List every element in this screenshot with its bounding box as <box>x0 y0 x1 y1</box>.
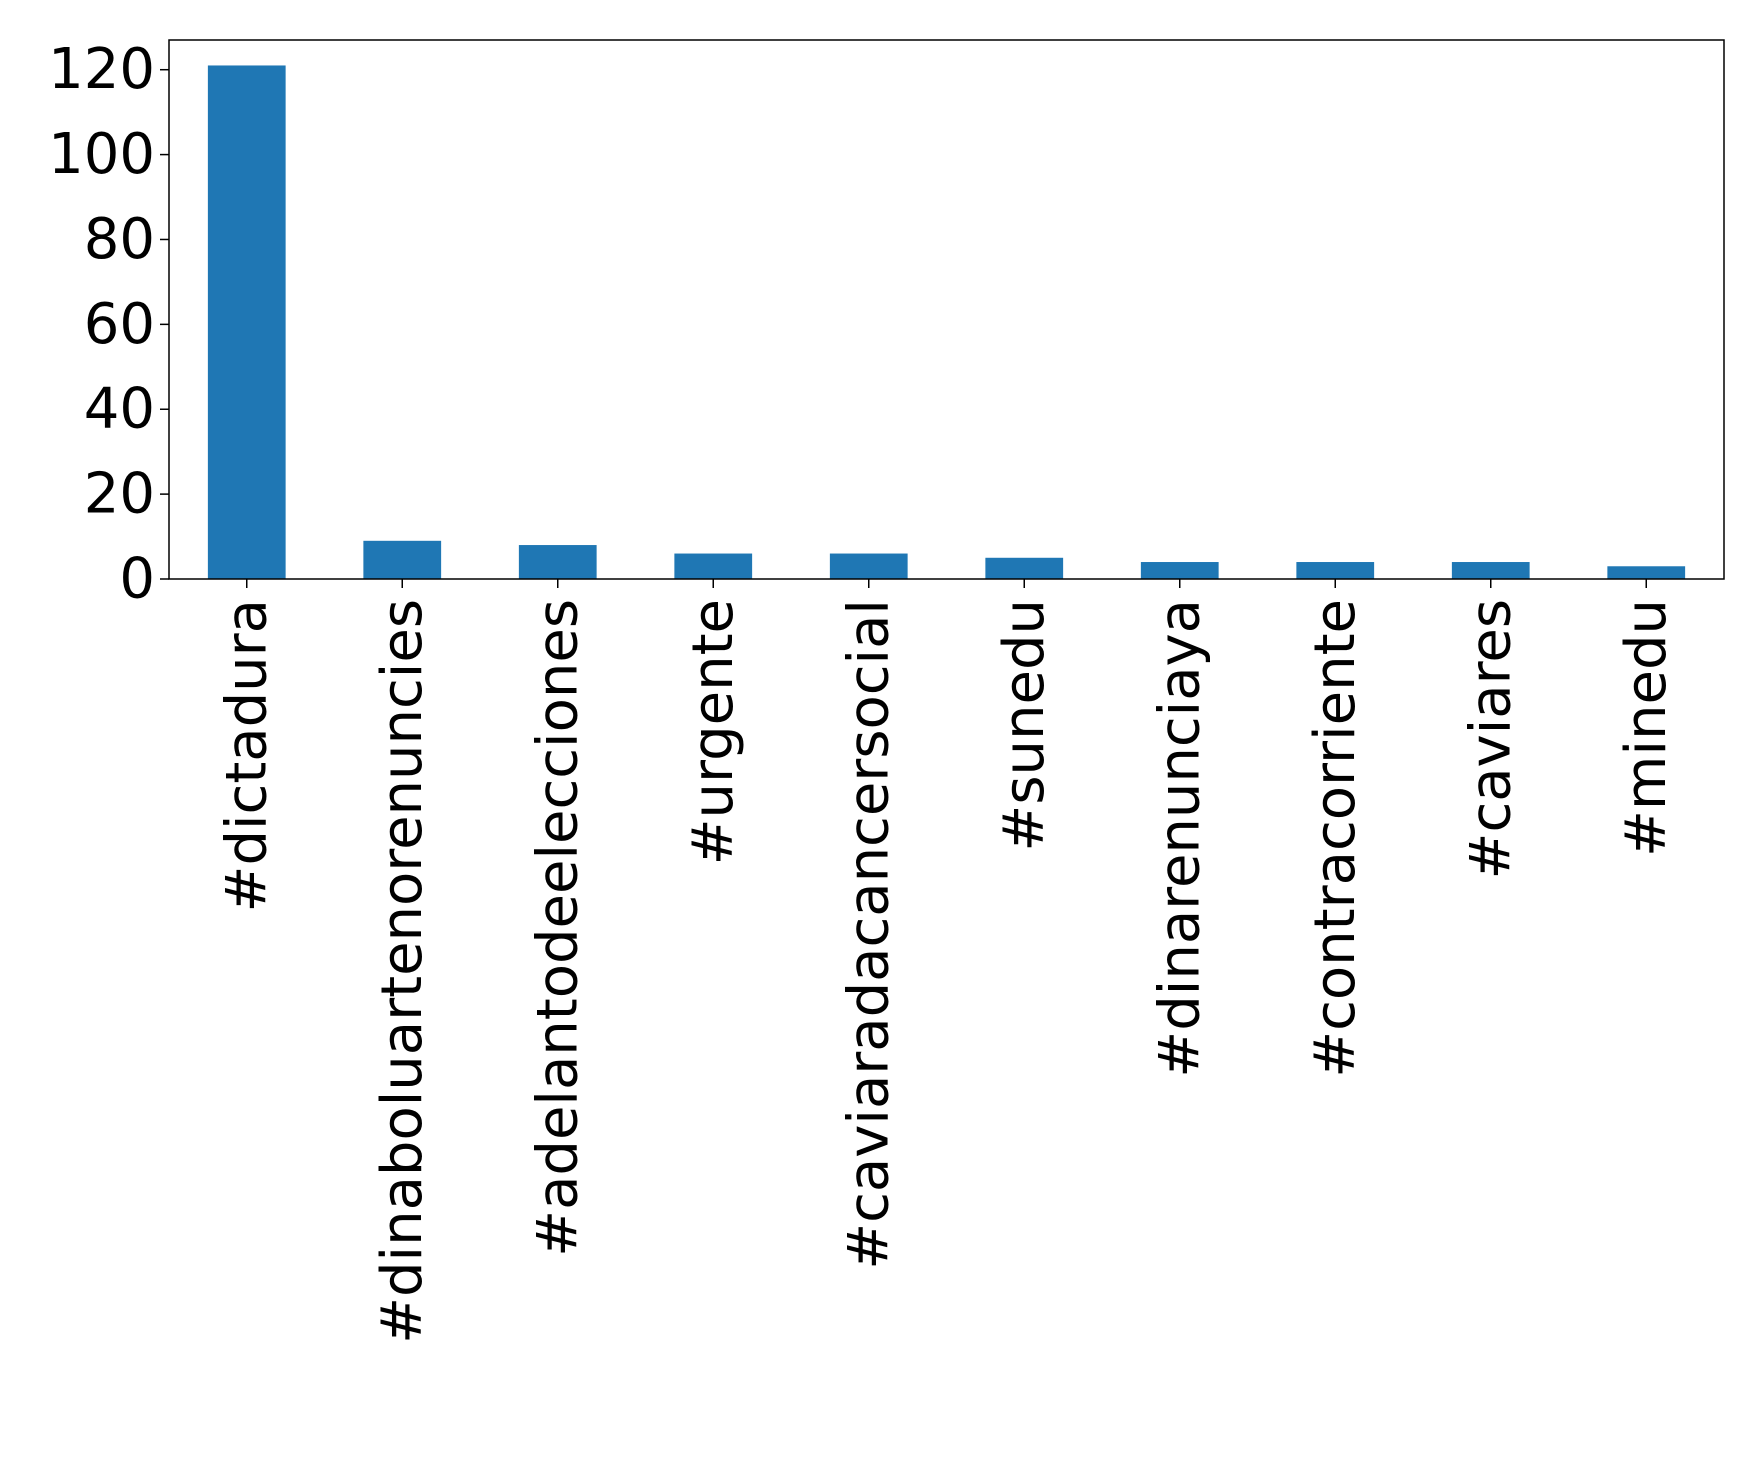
x-axis: #dictadura #dinaboluartenorenuncies #adela… <box>214 579 1679 1344</box>
x-tick-label-7: #contracorriente <box>1303 599 1368 1078</box>
x-tick-label-8: #caviares <box>1458 599 1523 879</box>
bars-group <box>207 65 1686 579</box>
bar-7 <box>1296 562 1375 579</box>
x-tick-label-1: #dinaboluartenorenuncies <box>370 599 435 1344</box>
y-tick-label-0: 0 <box>119 547 155 612</box>
bar-9 <box>1607 566 1686 579</box>
x-tick-label-0: #dictadura <box>214 599 279 912</box>
bar-3 <box>674 553 753 579</box>
y-tick-label-4: 80 <box>84 207 155 272</box>
bar-5 <box>985 557 1064 579</box>
y-axis: 0 20 40 60 80 100 120 <box>48 37 169 612</box>
plot-frame <box>168 39 1725 580</box>
bar-4 <box>829 553 908 579</box>
bar-6 <box>1140 562 1219 579</box>
y-tick-label-6: 120 <box>48 37 155 102</box>
x-tick-label-6: #dinarenunciaya <box>1147 599 1212 1078</box>
x-tick-label-5: #sunedu <box>992 599 1057 852</box>
y-tick-label-5: 100 <box>48 122 155 187</box>
x-tick-label-9: #minedu <box>1614 599 1679 857</box>
bar-1 <box>363 540 442 579</box>
bar-8 <box>1451 562 1530 579</box>
y-tick-label-3: 60 <box>84 292 155 357</box>
bar-0 <box>207 65 286 579</box>
y-tick-label-2: 40 <box>84 377 155 442</box>
x-tick-label-2: #adelantodeelecciones <box>525 599 590 1257</box>
y-tick-label-1: 20 <box>84 462 155 527</box>
x-tick-label-4: #caviaradacancersocial <box>836 599 901 1270</box>
x-tick-label-3: #urgente <box>681 599 746 865</box>
bar-2 <box>518 545 597 579</box>
